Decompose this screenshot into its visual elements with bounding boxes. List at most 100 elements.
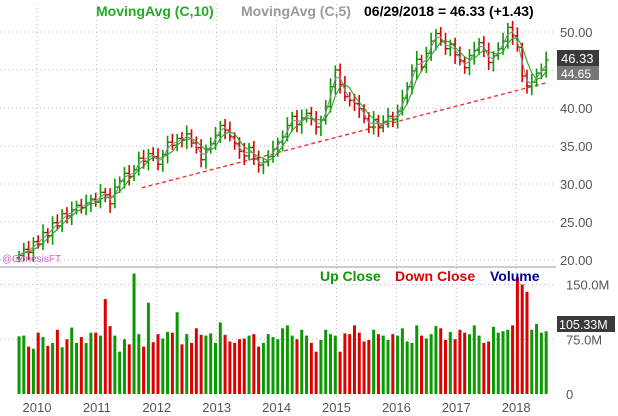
volume-bar [511,325,515,394]
volume-last-value: 105.33M [559,318,608,332]
watermark: @GenesisFT [2,254,61,265]
volume-bar [41,337,45,394]
volume-bar [161,338,165,394]
quote-label: 06/29/2018 = 46.33 (+1.43) [364,3,534,19]
volume-bar [501,331,505,394]
volume-bar [539,332,543,394]
volume-bar [108,326,112,394]
volume-bar [257,346,261,394]
volume-bar [448,331,452,394]
volume-bar [386,339,390,394]
volume-tick-label: 75.0M [566,332,602,347]
volume-bar [309,342,313,394]
ma5-label: MovingAvg (C,5) [241,3,351,19]
time-tick-label: 2016 [382,400,411,415]
volume-bar [496,332,500,394]
volume-bar [75,342,79,394]
volume-bar [60,347,64,394]
price-tick-label: 25.00 [560,215,593,230]
volume-bar [132,273,136,394]
volume-bar [46,345,50,394]
volume-bar [252,334,256,394]
price-tick-label: 40.00 [560,101,593,116]
volume-bar [146,302,150,394]
volume-bar [31,348,35,394]
volume-bar [467,334,471,394]
volume-bar [122,339,126,394]
volume-bar [343,333,347,394]
volume-bar [89,332,93,394]
volume-bar [434,326,438,394]
time-tick-label: 2018 [502,400,531,415]
volume-bar [487,341,491,394]
volume-bar [214,342,218,394]
ma5-line [18,30,547,256]
volume-bar [166,331,170,394]
volume-bar [367,339,371,394]
volume-bar [98,335,102,394]
time-tick-label: 2017 [442,400,471,415]
moving-avg-value: 44.65 [561,67,591,81]
volume-bars [17,273,548,394]
time-tick-label: 2010 [23,400,52,415]
volume-bar [281,328,285,394]
volume-bar [276,339,280,394]
volume-bar [458,329,462,394]
time-tick-label: 2011 [83,400,111,415]
volume-bar [376,334,380,394]
ma10-label: MovingAvg (C,10) [96,3,214,19]
volume-bar [94,332,98,394]
volume-bar [319,339,323,394]
volume-bar [333,335,337,394]
volume-bar [180,344,184,394]
volume-bar [329,334,333,394]
volume-bar [17,336,21,394]
volume-bar [506,329,510,394]
volume-bar [27,346,31,394]
time-tick-label: 2014 [262,400,291,415]
price-tick-label: 30.00 [560,177,593,192]
volume-bar [209,333,213,394]
time-tick-label: 2013 [202,400,231,415]
volume-bar [233,342,237,394]
volume-bar [247,335,251,394]
volume-bar [295,339,299,394]
volume-bar [218,322,222,394]
price-tick-label: 50.00 [560,25,593,40]
volume-bar [151,342,155,394]
trendline-segment [141,82,547,189]
volume-bar [544,331,548,394]
volume-bar [271,337,275,394]
volume-bar [290,335,294,394]
volume-bar [420,335,424,394]
volume-bar [391,334,395,394]
volume-bar [429,334,433,394]
volume-bar [410,342,414,394]
volume-bar [156,334,160,394]
volume-bar [237,339,241,394]
volume-bar [352,325,356,394]
volume-bar [324,329,328,394]
volume-bar [70,327,74,394]
volume-bar [242,338,246,394]
volume-tick-label: 150.0M [566,278,609,293]
legend-up-close: Up Close [320,268,381,284]
volume-bar [55,329,59,394]
time-tick-label: 2012 [142,400,171,415]
legend-down-close: Down Close [395,268,475,284]
volume-bar [415,325,419,394]
volume-bar [305,335,309,394]
volume-tick-label: 0 [566,387,573,402]
volume-bar [472,325,476,394]
volume-bar [477,335,481,394]
volume-bar [22,335,26,394]
time-tick-label: 2015 [322,400,351,415]
volume-bar [103,299,107,394]
volume-last-badge: 105.33M [557,316,615,332]
volume-bar [300,329,304,394]
volume-bar [36,332,40,394]
volume-bar [175,312,179,394]
volume-bar [362,341,366,394]
volume-bar [84,342,88,394]
volume-bar [405,341,409,394]
